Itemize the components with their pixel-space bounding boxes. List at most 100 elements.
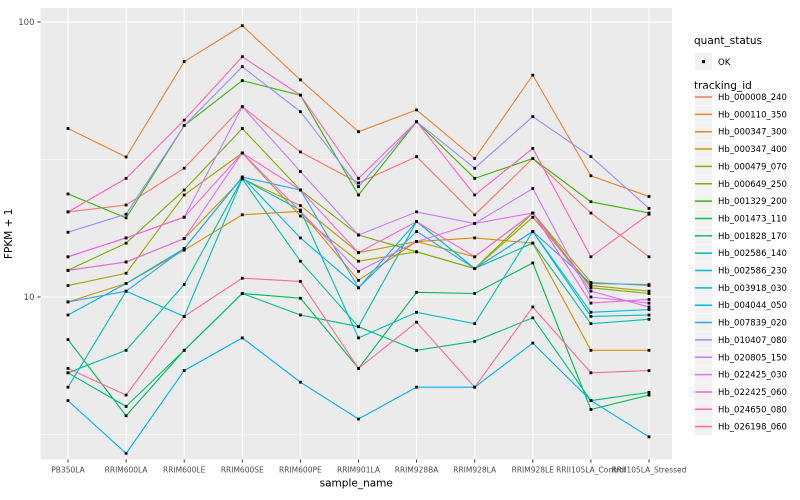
- data-point: [240, 276, 244, 280]
- data-point: [240, 292, 244, 295]
- legend-item-label: Hb_000649_250: [718, 180, 787, 190]
- x-tick-label: RRIM928BA: [395, 466, 440, 475]
- data-point: [357, 278, 360, 282]
- data-point: [240, 105, 244, 109]
- data-point: [357, 259, 360, 263]
- data-point: [415, 230, 418, 233]
- data-point: [182, 124, 186, 128]
- data-point: [357, 286, 360, 290]
- data-point: [589, 255, 593, 259]
- data-point: [531, 316, 535, 320]
- data-point: [66, 399, 70, 403]
- x-tick-label: RRIM600SE: [221, 466, 264, 475]
- data-point: [240, 336, 244, 340]
- legend-item-label: Hb_024650_080: [718, 405, 787, 415]
- data-point: [299, 279, 302, 283]
- data-point: [357, 176, 360, 180]
- legend-item-label: Hb_001329_200: [718, 197, 787, 207]
- data-point: [357, 269, 360, 273]
- data-point: [473, 255, 477, 259]
- data-point: [647, 195, 651, 198]
- data-point: [647, 298, 651, 301]
- data-point: [124, 393, 128, 397]
- data-point: [299, 93, 302, 97]
- data-point: [415, 155, 418, 159]
- x-tick-label: RRIM928LE: [512, 466, 555, 475]
- data-point: [240, 55, 244, 59]
- data-point: [473, 322, 477, 326]
- data-point: [182, 188, 186, 192]
- data-point: [531, 211, 535, 215]
- legend-item-label: Hb_022425_030: [718, 371, 787, 381]
- y-tick-label: 100: [18, 18, 34, 28]
- data-point: [124, 155, 128, 159]
- data-point: [299, 188, 302, 192]
- data-point: [66, 268, 70, 272]
- legend-item-label: Hb_000347_400: [718, 145, 787, 155]
- x-tick-label: RRIM600LA: [105, 466, 149, 475]
- legend-item-label: Hb_000008_240: [718, 93, 787, 103]
- data-point: [299, 296, 302, 300]
- data-point: [415, 210, 418, 214]
- legend-item-label: Hb_001473_110: [718, 214, 787, 224]
- data-point: [647, 206, 651, 210]
- data-point: [415, 310, 418, 314]
- x-tick-label: RRII105LA_Stressed: [612, 466, 687, 475]
- data-point: [647, 308, 651, 311]
- data-point: [66, 385, 70, 389]
- legend-item-label: Hb_026198_060: [718, 423, 787, 433]
- data-point: [299, 150, 302, 154]
- legend-item-label: Hb_000110_350: [718, 110, 787, 120]
- legend-item-label: OK: [718, 58, 731, 68]
- data-point: [415, 120, 418, 124]
- data-point: [182, 118, 186, 122]
- data-point: [124, 203, 128, 207]
- data-point: [299, 204, 302, 207]
- data-point: [415, 320, 418, 324]
- data-point: [589, 295, 593, 299]
- data-point: [357, 367, 360, 370]
- data-point: [589, 371, 593, 375]
- data-point: [124, 176, 128, 180]
- data-point: [240, 177, 244, 181]
- x-axis-title: sample_name: [320, 478, 393, 490]
- data-point: [66, 192, 70, 196]
- data-point: [647, 292, 651, 295]
- data-point: [66, 127, 70, 130]
- legend-item-label: Hb_004044_050: [718, 301, 787, 311]
- data-point: [531, 147, 535, 150]
- data-point: [589, 284, 593, 288]
- data-point: [66, 313, 70, 317]
- data-point: [589, 322, 593, 326]
- data-point: [357, 325, 360, 329]
- data-point: [182, 166, 186, 170]
- data-point: [415, 250, 418, 254]
- data-point: [124, 236, 128, 240]
- data-point: [531, 341, 535, 345]
- data-point: [473, 166, 477, 170]
- x-tick-label: RRIM600LE: [163, 466, 206, 475]
- data-point: [647, 317, 651, 321]
- data-point: [357, 130, 360, 134]
- data-point: [124, 451, 128, 455]
- data-point: [299, 313, 302, 317]
- legend-item-label: Hb_007839_020: [718, 319, 787, 329]
- data-point: [182, 348, 186, 352]
- data-point: [182, 248, 186, 252]
- data-point: [473, 292, 477, 295]
- data-point: [299, 170, 302, 173]
- data-point: [589, 301, 593, 305]
- data-point: [589, 408, 593, 411]
- data-point: [415, 220, 418, 224]
- data-point: [473, 267, 477, 270]
- data-point: [473, 176, 477, 180]
- data-point: [66, 367, 70, 370]
- data-point: [124, 405, 128, 408]
- data-point: [647, 348, 651, 352]
- legend-item-label: Hb_002586_140: [718, 249, 787, 259]
- data-point: [473, 193, 477, 197]
- data-point: [647, 301, 651, 305]
- data-point: [589, 200, 593, 204]
